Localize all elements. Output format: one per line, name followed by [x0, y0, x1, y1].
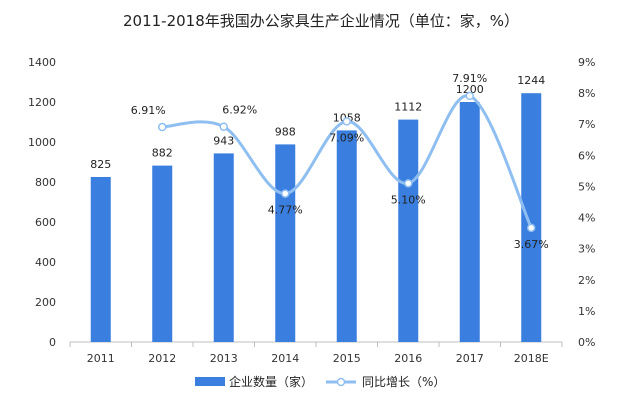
x-tick-label: 2013 [210, 352, 238, 365]
y-left-tick-label: 1200 [28, 96, 56, 109]
y-right-tick-label: 5% [578, 180, 595, 193]
legend-swatch-bars [195, 377, 225, 386]
bar-value-label: 1200 [456, 83, 484, 96]
y-left-tick-label: 200 [35, 296, 56, 309]
bar [398, 119, 419, 342]
growth-value-label: 5.10% [391, 193, 426, 206]
bar-value-label: 988 [275, 125, 296, 138]
y-right-tick-label: 0% [578, 336, 595, 349]
x-tick-label: 2017 [456, 352, 484, 365]
growth-value-label: 3.67% [514, 238, 549, 251]
y-right-tick-label: 2% [578, 274, 595, 287]
growth-point [158, 122, 167, 132]
x-tick-label: 2014 [271, 352, 299, 365]
legend-label-line: 同比增长（%） [362, 375, 445, 389]
growth-value-label: 6.91% [131, 104, 166, 117]
y-left-tick-label: 1000 [28, 136, 56, 149]
y-right-tick-label: 3% [578, 243, 595, 256]
growth-point [219, 122, 228, 131]
y-left-tick-label: 1400 [28, 56, 56, 69]
chart-title: 2011-2018年我国办公家具生产企业情况（单位：家，%） [122, 12, 519, 30]
bar-value-label: 1244 [517, 74, 545, 87]
growth-point [527, 223, 536, 233]
y-right-tick-label: 1% [578, 305, 595, 318]
bar-value-label: 1112 [394, 101, 422, 114]
growth-point [281, 189, 290, 198]
y-left-tick-label: 400 [35, 256, 56, 269]
growth-point [342, 117, 351, 126]
growth-value-label: 7.91% [452, 72, 487, 85]
legend-label-bars: 企业数量（家） [229, 374, 313, 389]
bar [521, 93, 542, 342]
y-right-tick-label: 8% [578, 87, 595, 100]
bar [90, 177, 111, 342]
y-right-tick-label: 6% [578, 149, 595, 162]
bar-value-label: 943 [213, 134, 234, 147]
y-left-tick-label: 800 [35, 176, 56, 189]
bar-value-label: 882 [152, 147, 173, 160]
x-tick-label: 2018E [514, 352, 549, 365]
growth-value-label: 4.77% [268, 204, 303, 217]
growth-value-label: 6.92% [222, 104, 257, 117]
y-right-tick-label: 4% [578, 212, 595, 225]
y-right-tick-label: 9% [578, 56, 595, 69]
growth-line [162, 94, 533, 229]
bar [152, 165, 173, 342]
y-left-tick-label: 0 [49, 336, 56, 349]
x-tick-label: 2011 [87, 352, 115, 365]
y-right-tick-label: 7% [578, 118, 595, 131]
bar [336, 130, 357, 342]
growth-value-label: 7.09% [329, 131, 364, 144]
growth-point [404, 179, 413, 188]
bar [459, 102, 480, 342]
growth-point [465, 91, 474, 101]
x-tick-label: 2012 [148, 352, 176, 365]
bar [275, 144, 296, 342]
bar-value-label: 825 [90, 158, 111, 171]
x-tick-label: 2016 [394, 352, 422, 365]
x-tick-label: 2015 [333, 352, 361, 365]
y-left-tick-label: 600 [35, 216, 56, 229]
bar [213, 153, 234, 342]
legend-swatch-marker [336, 377, 346, 387]
